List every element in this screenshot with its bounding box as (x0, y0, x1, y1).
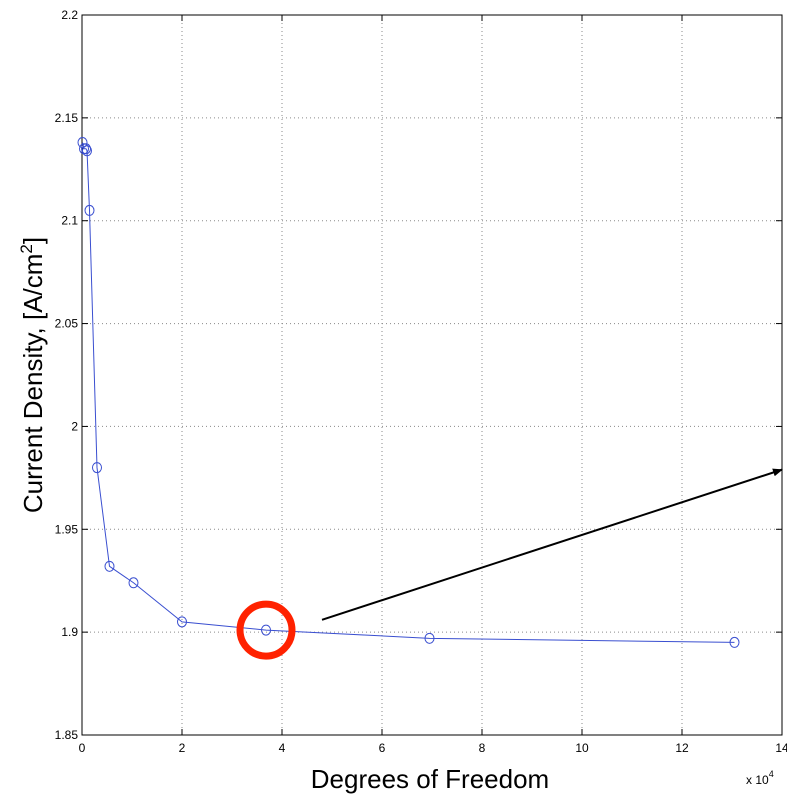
x-axis-label: Degrees of Freedom (311, 764, 549, 794)
data-point (424, 632, 435, 644)
axis-ticks (81, 14, 783, 736)
y-axis-label-superscript: 2 (17, 244, 36, 253)
y-tick-label: 2.15 (55, 111, 79, 125)
x-tick-label: 12 (675, 741, 689, 755)
annotations (236, 468, 783, 660)
y-tick-label: 2.1 (61, 214, 78, 228)
x-tick-label: 10 (575, 741, 589, 755)
x-tick-label: 14 (775, 741, 787, 755)
x-tick-labels: 0 2 4 6 8 10 12 14 (79, 741, 787, 755)
x-tick-label: 6 (379, 741, 386, 755)
annotation-arrow (321, 468, 783, 621)
data-point (84, 204, 95, 216)
plot-background (82, 15, 782, 735)
y-axis-label: Current Density, [A/cm2] (17, 237, 48, 513)
x-axis-multiplier-base: x 10 (746, 773, 769, 787)
data-point (177, 616, 187, 628)
x-tick-label: 2 (179, 741, 186, 755)
x-tick-label: 0 (79, 741, 86, 755)
data-point (81, 143, 91, 155)
data-point (92, 462, 102, 474)
x-axis-multiplier-exponent: 4 (769, 769, 774, 779)
x-tick-label: 4 (279, 741, 286, 755)
y-tick-label: 1.85 (55, 728, 79, 742)
y-tick-label: 1.9 (61, 625, 78, 639)
highlight-circle (236, 600, 296, 660)
y-axis-label-main: Current Density, [A/cm (18, 254, 48, 514)
data-point (104, 560, 115, 572)
x-axis-multiplier: x 104 (746, 769, 774, 787)
data-point (729, 636, 740, 648)
data-point (128, 577, 139, 589)
y-tick-label: 1.95 (55, 522, 79, 536)
grid-lines (82, 15, 782, 735)
y-axis-label-end: ] (18, 237, 48, 244)
y-tick-label: 2 (71, 419, 78, 433)
x-tick-label: 8 (479, 741, 486, 755)
y-tick-label: 2.2 (61, 8, 78, 22)
data-point (82, 145, 92, 157)
y-tick-label: 2.05 (55, 317, 79, 331)
data-point (77, 137, 88, 149)
data-point (261, 624, 271, 636)
plot-frame (81, 14, 783, 736)
y-tick-labels: 1.85 1.9 1.95 2 2.05 2.1 2.15 2.2 (55, 8, 79, 742)
